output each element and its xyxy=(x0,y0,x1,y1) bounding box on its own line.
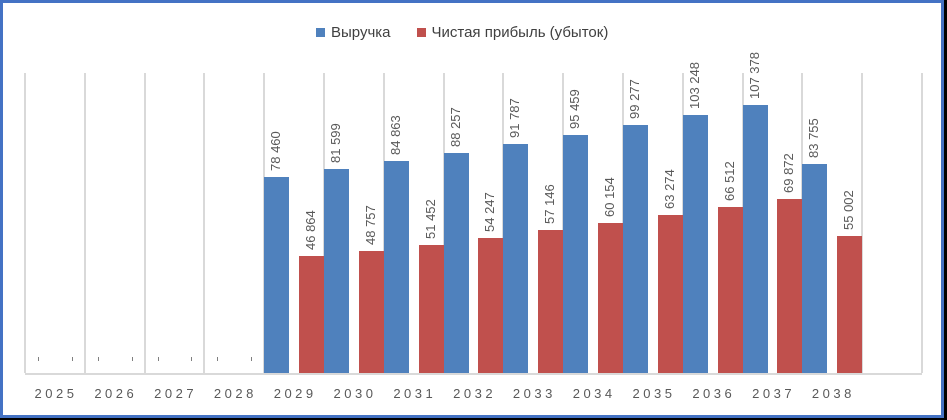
bar-net-profit xyxy=(478,237,504,373)
data-label-net-profit: 46 864 xyxy=(303,210,318,251)
bar-revenue xyxy=(682,115,708,373)
data-label-net-profit: 51 452 xyxy=(422,198,438,239)
bar-revenue xyxy=(623,125,648,373)
bar-net-profit xyxy=(418,244,444,373)
data-label-net-profit-empty xyxy=(251,357,253,361)
data-label-net-profit: 57 146 xyxy=(542,184,558,225)
gridline xyxy=(24,73,26,373)
legend-item-revenue: Выручка xyxy=(316,24,391,41)
legend-label-net-profit: Чистая прибыль (убыток) xyxy=(431,23,609,41)
data-label-net-profit: 60 154 xyxy=(602,177,617,217)
gridline xyxy=(861,73,864,373)
data-label-net-profit: 48 757 xyxy=(362,205,378,246)
x-axis-label: 2035 xyxy=(632,386,676,401)
data-label-revenue-empty xyxy=(217,357,219,361)
data-label-revenue: 95 459 xyxy=(567,88,583,129)
bar-net-profit xyxy=(538,230,564,373)
data-label-revenue: 84 863 xyxy=(387,115,403,156)
bar-net-profit xyxy=(358,251,384,373)
x-axis-label: 2038 xyxy=(811,386,855,401)
data-label-revenue: 103 248 xyxy=(686,62,702,110)
bar-revenue xyxy=(324,169,349,373)
x-axis-label: 2025 xyxy=(34,386,78,401)
data-label-net-profit-empty xyxy=(191,357,193,361)
x-axis-label: 2034 xyxy=(572,386,616,401)
data-label-revenue-empty xyxy=(38,357,39,361)
data-label-net-profit: 63 274 xyxy=(661,169,677,210)
bar-revenue xyxy=(802,163,828,373)
bar-revenue xyxy=(563,134,589,373)
x-axis-label: 2031 xyxy=(393,386,437,401)
bar-revenue xyxy=(443,152,469,373)
data-label-net-profit: 55 002 xyxy=(841,189,857,230)
x-axis-label: 2033 xyxy=(512,386,556,401)
data-label-revenue: 78 460 xyxy=(268,131,284,172)
gridline xyxy=(203,73,206,373)
legend-swatch-net-profit xyxy=(416,27,426,37)
gridline xyxy=(83,73,86,373)
legend-label-revenue: Выручка xyxy=(331,23,391,41)
x-axis-label: 2037 xyxy=(752,386,796,401)
data-label-net-profit-empty xyxy=(131,357,133,361)
data-label-revenue: 83 755 xyxy=(806,118,822,158)
bar-revenue xyxy=(503,143,529,373)
data-label-net-profit: 69 872 xyxy=(781,152,797,193)
x-axis-label: 2030 xyxy=(333,386,377,401)
data-label-revenue: 91 787 xyxy=(507,98,523,138)
bar-net-profit xyxy=(598,222,623,373)
data-label-net-profit: 54 247 xyxy=(482,191,498,232)
x-axis-label: 2028 xyxy=(213,386,257,401)
x-axis-label: 2036 xyxy=(692,386,736,401)
data-label-revenue: 81 599 xyxy=(328,123,343,164)
x-axis-label: 2027 xyxy=(154,386,198,401)
data-label-net-profit: 66 512 xyxy=(721,161,737,201)
bar-revenue xyxy=(383,161,409,373)
gridline xyxy=(921,73,923,373)
chart-legend: Выручка Чистая прибыль (убыток) xyxy=(316,22,634,42)
bar-revenue xyxy=(742,105,768,373)
x-axis-label: 2032 xyxy=(453,386,497,401)
legend-item-net-profit: Чистая прибыль (убыток) xyxy=(416,23,609,41)
bar-net-profit xyxy=(657,215,683,373)
gridline xyxy=(143,73,146,373)
data-label-revenue-empty xyxy=(157,357,159,361)
bar-net-profit xyxy=(299,256,324,373)
bar-net-profit xyxy=(717,206,743,373)
bar-revenue xyxy=(264,177,290,373)
legend-swatch-revenue xyxy=(316,27,325,37)
data-label-revenue: 88 257 xyxy=(447,106,463,147)
data-label-net-profit-empty xyxy=(71,357,73,361)
x-axis-label: 2026 xyxy=(94,386,138,401)
x-axis-line xyxy=(25,373,922,375)
x-axis-label: 2029 xyxy=(273,386,317,401)
data-label-revenue: 107 378 xyxy=(746,52,762,99)
bar-net-profit xyxy=(837,235,863,373)
data-label-revenue: 99 277 xyxy=(627,79,642,120)
bar-net-profit xyxy=(777,198,803,373)
data-label-revenue-empty xyxy=(97,357,99,361)
